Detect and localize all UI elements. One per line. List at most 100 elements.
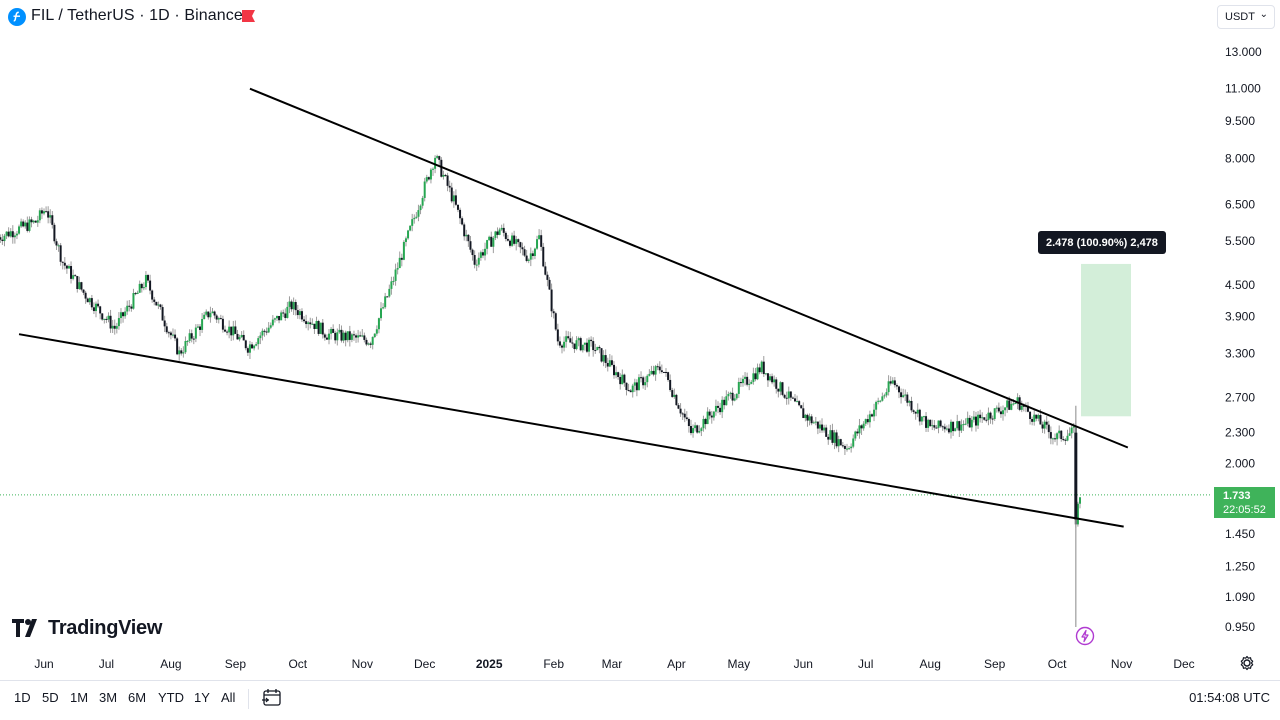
candle-body	[752, 373, 755, 382]
candle-body	[766, 373, 769, 381]
time-tick-label: Jun	[34, 657, 53, 671]
range-all-button[interactable]: All	[221, 690, 236, 705]
time-tick-label: Sep	[984, 657, 1006, 671]
calendar-range-icon[interactable]	[261, 688, 283, 708]
candle-body	[714, 405, 717, 412]
candle-body	[407, 230, 410, 239]
candle-body	[409, 225, 412, 231]
candle-body	[802, 408, 805, 419]
candle-body	[777, 388, 780, 392]
trendline-upper[interactable]	[249, 87, 1129, 449]
candle-body	[263, 330, 266, 332]
candle-body	[563, 341, 566, 348]
candle-body	[228, 326, 231, 333]
candle-body	[554, 313, 557, 330]
candle-body	[153, 299, 156, 302]
candle-body	[812, 422, 815, 424]
candle-body	[284, 313, 287, 318]
candle-body	[987, 412, 990, 421]
candle-body	[400, 257, 403, 260]
candle-body	[914, 411, 917, 414]
time-tick-label: Nov	[1111, 657, 1132, 671]
candle-body	[889, 381, 892, 384]
candle-body	[1033, 414, 1036, 422]
candle-body	[673, 394, 676, 397]
candle-body	[821, 424, 824, 431]
range-1d-button[interactable]: 1D	[14, 690, 31, 705]
candle-body	[101, 313, 104, 320]
candle-body	[217, 318, 220, 320]
candle-body	[800, 405, 803, 409]
candle-body	[253, 345, 256, 349]
candle-body	[791, 397, 794, 399]
candle-body	[226, 331, 229, 333]
range-6m-button[interactable]: 6M	[128, 690, 147, 705]
candle-body	[157, 304, 160, 306]
candle-body	[660, 370, 663, 372]
candle-body	[461, 218, 464, 225]
range-1m-button[interactable]: 1M	[70, 690, 89, 705]
candle-body	[750, 381, 753, 384]
candle-body	[883, 395, 886, 397]
candle-body	[939, 420, 942, 427]
candle-body	[764, 373, 767, 375]
currency-select[interactable]: USDT ⌄	[1217, 5, 1275, 29]
candle-body	[315, 320, 318, 329]
trendline-lower[interactable]	[18, 333, 1124, 528]
candle-body	[952, 421, 955, 432]
gear-icon[interactable]	[1239, 655, 1255, 671]
candle-body	[999, 411, 1002, 415]
candle-body	[398, 257, 401, 269]
candle-body	[1039, 415, 1042, 425]
candle-body	[608, 360, 611, 367]
candle-body	[974, 416, 977, 426]
candle-body	[99, 306, 102, 314]
range-3m-button[interactable]: 3M	[99, 690, 118, 705]
candle-body	[344, 332, 347, 341]
candle-body	[80, 282, 83, 290]
candle-body	[531, 253, 534, 257]
chart-canvas[interactable]: 13.000 11.000 9.500 8.000 6.500 5.500 4.500 3.9…	[0, 0, 1280, 680]
candle-body	[615, 372, 618, 376]
candle-body	[635, 382, 638, 391]
candle-body	[773, 379, 776, 383]
time-tick-label: Jun	[794, 657, 813, 671]
axis-layer: 13.000 11.000 9.500 8.000 6.500 5.500 4.500 3.9…	[34, 45, 1262, 671]
candle-body	[877, 400, 880, 402]
candle-body	[130, 306, 133, 309]
range-5d-button[interactable]: 5D	[42, 690, 59, 705]
candle-body	[92, 307, 95, 312]
candle-body	[429, 169, 432, 180]
candle-body	[11, 231, 14, 238]
candle-body	[84, 292, 87, 299]
candle-body	[837, 439, 840, 447]
candle-body	[879, 400, 882, 402]
range-1y-button[interactable]: 1Y	[194, 690, 210, 705]
candle-body	[621, 374, 624, 385]
lightning-icon[interactable]	[1075, 626, 1095, 646]
tradingview-logo[interactable]: TradingView	[12, 616, 162, 640]
candle-body	[585, 342, 588, 352]
candle-body	[887, 381, 890, 393]
candle-body	[1012, 403, 1015, 405]
candle-body	[43, 211, 45, 214]
candle-body	[88, 298, 91, 303]
symbol-title[interactable]: FIL / TetherUS · 1D · Binance	[31, 7, 243, 24]
flag-icon[interactable]	[242, 10, 255, 22]
range-ytd-button[interactable]: YTD	[158, 690, 184, 705]
candle-body	[983, 417, 986, 420]
candle-body	[710, 415, 713, 418]
trendlines-layer[interactable]	[18, 87, 1129, 528]
candle-body	[943, 426, 946, 430]
candle-body	[9, 231, 12, 237]
candle-body	[864, 419, 867, 424]
utc-clock[interactable]: 01:54:08 UTC	[1189, 690, 1270, 705]
price-tick-label: 6.500	[1225, 197, 1255, 211]
candle-body	[151, 290, 154, 300]
candle-body	[916, 409, 919, 414]
candle-body	[818, 424, 821, 429]
candle-body	[667, 372, 670, 380]
candle-body	[1060, 430, 1063, 440]
candle-body	[900, 392, 903, 398]
candle-body	[209, 313, 212, 318]
